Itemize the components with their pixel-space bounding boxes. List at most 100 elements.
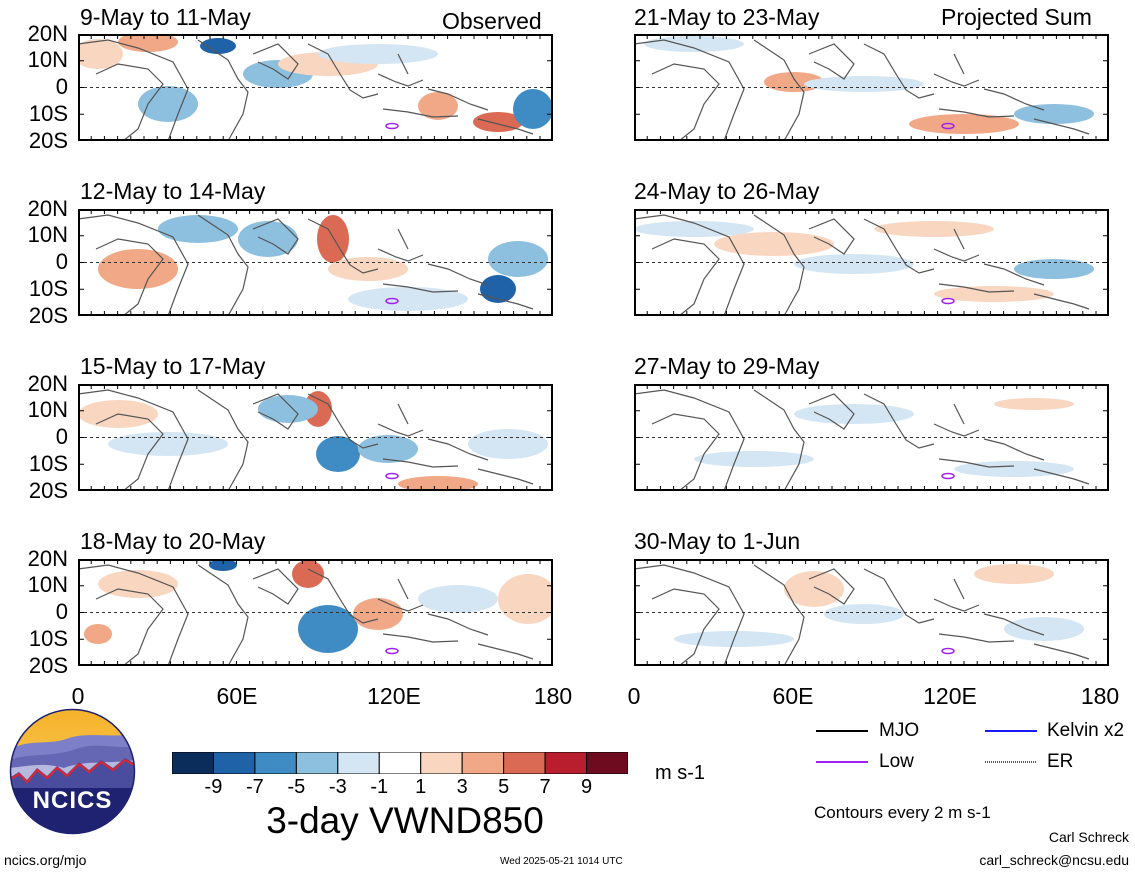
colorbar-swatch xyxy=(586,752,628,774)
coastline xyxy=(477,118,534,135)
timestamp: Wed 2025-05-21 1014 UTC xyxy=(500,856,623,867)
lat-label-row1-20n: 20N xyxy=(27,21,68,46)
coastline xyxy=(197,39,249,141)
anomaly-shading xyxy=(488,241,548,277)
colorbar-tick-label: 1 xyxy=(415,776,427,798)
lon-label-180-left: 180 xyxy=(533,683,573,709)
coastline xyxy=(863,568,935,624)
coastline xyxy=(634,389,745,491)
coastline xyxy=(382,283,459,293)
coastline xyxy=(983,438,1045,461)
colorbar-tick-label: -7 xyxy=(246,776,264,798)
anomaly-shading xyxy=(498,574,553,624)
lat-label-row3-10s: 10S xyxy=(28,451,68,476)
map-frame xyxy=(634,209,1109,316)
coastline xyxy=(252,568,299,605)
map-panel-4 xyxy=(78,559,553,666)
anomaly-shading xyxy=(634,221,754,237)
anomaly-shading xyxy=(480,275,516,303)
coastline xyxy=(933,248,980,262)
panel-title-8: 30-May to 1-Jun xyxy=(634,528,801,554)
legend-line-mjo xyxy=(816,730,868,732)
colorbar-units: m s-1 xyxy=(655,762,705,784)
coastline xyxy=(397,403,409,425)
anomaly-shading xyxy=(358,435,418,463)
lat-label-row2-20s: 20S xyxy=(28,303,68,328)
projected-label: Projected Sum xyxy=(941,4,1092,30)
lat-label-row1-20s: 20S xyxy=(28,128,68,153)
anomaly-shading xyxy=(209,559,237,571)
coastline xyxy=(477,293,534,310)
legend-label-low: Low xyxy=(879,751,914,772)
anomaly-shading xyxy=(138,86,198,122)
lat-label-row1-10s: 10S xyxy=(28,101,68,126)
coastline xyxy=(651,413,720,491)
coastline xyxy=(651,238,720,316)
coastline xyxy=(427,613,489,636)
anomaly-shading xyxy=(292,560,324,588)
coastline xyxy=(307,218,379,274)
colorbar-swatch xyxy=(420,752,463,774)
map-panel-8 xyxy=(634,559,1109,666)
lon-label-60e-right: 60E xyxy=(772,683,814,709)
coastline xyxy=(78,39,189,141)
coastline xyxy=(1033,643,1090,660)
anomaly-shading xyxy=(468,429,548,459)
logo-text: NCICS xyxy=(32,787,113,814)
anomaly-shading xyxy=(1014,104,1094,124)
colorbar-swatch xyxy=(295,752,339,774)
lat-label-row3-0: 0 xyxy=(55,424,68,449)
coastline xyxy=(377,248,424,262)
anomaly-shading xyxy=(328,257,408,281)
low-contour xyxy=(941,297,955,305)
anomaly-shading xyxy=(513,89,553,129)
ncics-logo xyxy=(9,708,136,835)
coastline xyxy=(397,228,409,250)
colorbar-tick-label: -5 xyxy=(287,776,306,798)
low-contour xyxy=(385,647,399,655)
coastline xyxy=(953,403,965,425)
coastline xyxy=(933,598,980,612)
coastline xyxy=(983,613,1045,636)
map-frame xyxy=(634,384,1109,491)
colorbar xyxy=(172,752,628,774)
anomaly-shading xyxy=(158,215,238,243)
anomaly-shading xyxy=(994,398,1074,410)
observed-label: Observed xyxy=(442,8,542,34)
map-frame xyxy=(634,34,1109,141)
anomaly-shading xyxy=(694,451,814,467)
coastline xyxy=(397,578,409,600)
coastline xyxy=(753,389,805,491)
coastline xyxy=(477,468,534,485)
site-link[interactable]: ncics.org/mjo xyxy=(4,852,87,868)
panel-title-6: 24-May to 26-May xyxy=(634,178,820,204)
lat-label-row2-10n: 10N xyxy=(27,222,68,247)
author-email[interactable]: carl_schreck@ncsu.edu xyxy=(979,852,1129,868)
anomaly-shading xyxy=(298,605,358,653)
colorbar-swatch xyxy=(461,752,505,774)
anomaly-shading xyxy=(784,571,844,607)
panel-title-5: 21-May to 23-May xyxy=(634,4,820,30)
anomaly-shading xyxy=(98,249,178,289)
map-frame xyxy=(78,559,553,666)
coastline xyxy=(197,214,249,316)
coastline xyxy=(252,218,299,255)
lon-label-120e-left: 120E xyxy=(367,683,421,709)
anomaly-shading xyxy=(398,476,478,491)
coastline xyxy=(863,393,935,449)
anomaly-shading xyxy=(909,114,1019,134)
coastline xyxy=(382,108,459,118)
coastline xyxy=(753,214,805,316)
anomaly-shading xyxy=(714,232,834,256)
colorbar-swatch xyxy=(254,752,297,774)
lat-label-row3-20s: 20S xyxy=(28,478,68,503)
panel-title-1: 9-May to 11-May xyxy=(80,4,251,30)
anomaly-shading xyxy=(874,221,994,237)
lat-label-row4-10n: 10N xyxy=(27,572,68,597)
coastline xyxy=(933,73,980,87)
coastline xyxy=(1033,118,1090,135)
anomaly-shading xyxy=(824,604,904,624)
legend-label-kelvin: Kelvin x2 xyxy=(1047,720,1125,741)
coastline xyxy=(382,458,459,468)
coastline xyxy=(808,568,855,605)
